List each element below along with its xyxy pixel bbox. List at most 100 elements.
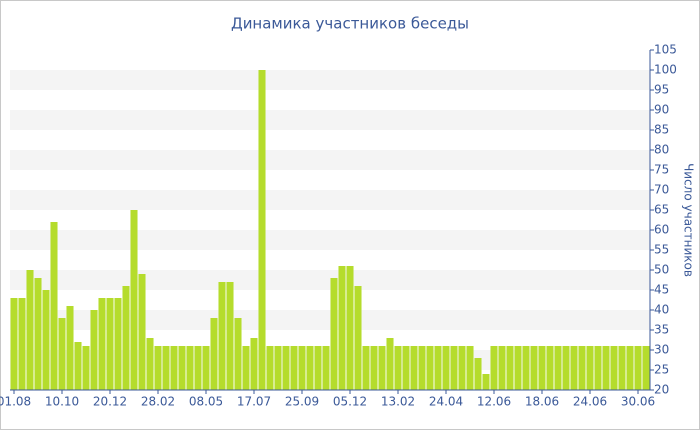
bar bbox=[274, 346, 282, 390]
bar bbox=[442, 346, 450, 390]
grid-band bbox=[10, 70, 650, 90]
grid-band bbox=[10, 150, 650, 170]
bar bbox=[250, 338, 258, 390]
x-tick-label: 08.05 bbox=[189, 395, 223, 409]
bar bbox=[306, 346, 314, 390]
bar bbox=[242, 346, 250, 390]
bar bbox=[362, 346, 370, 390]
x-tick-label: 01.08 bbox=[0, 395, 31, 409]
bar bbox=[210, 318, 218, 390]
bar bbox=[458, 346, 466, 390]
x-tick-label: 28.02 bbox=[141, 395, 175, 409]
y-tick-label: 65 bbox=[654, 203, 669, 217]
bar bbox=[290, 346, 298, 390]
y-tick-label: 100 bbox=[654, 63, 677, 77]
bar bbox=[122, 286, 130, 390]
x-tick-label: 20.12 bbox=[93, 395, 127, 409]
grid-band bbox=[10, 230, 650, 250]
grid-band bbox=[10, 350, 650, 370]
y-tick-label: 30 bbox=[654, 343, 669, 357]
bar bbox=[66, 306, 74, 390]
bar bbox=[314, 346, 322, 390]
bar bbox=[482, 374, 490, 390]
x-tick-label: 12.06 bbox=[477, 395, 511, 409]
bar bbox=[562, 346, 570, 390]
bar bbox=[26, 270, 34, 390]
y-tick-label: 35 bbox=[654, 323, 669, 337]
x-tick-label: 05.12 bbox=[333, 395, 367, 409]
bar bbox=[346, 266, 354, 390]
bar bbox=[18, 298, 26, 390]
bar bbox=[394, 346, 402, 390]
bar bbox=[90, 310, 98, 390]
x-tick-label: 10.10 bbox=[45, 395, 79, 409]
bar bbox=[266, 346, 274, 390]
bar bbox=[10, 298, 18, 390]
grid-band bbox=[10, 190, 650, 210]
y-tick-label: 60 bbox=[654, 223, 669, 237]
bar bbox=[178, 346, 186, 390]
bar bbox=[322, 346, 330, 390]
bar bbox=[602, 346, 610, 390]
bar bbox=[378, 346, 386, 390]
bar bbox=[226, 282, 234, 390]
x-tick-label: 13.02 bbox=[381, 395, 415, 409]
bar bbox=[634, 346, 642, 390]
x-tick-label: 25.09 bbox=[285, 395, 319, 409]
bar bbox=[546, 346, 554, 390]
y-tick-label: 25 bbox=[654, 363, 669, 377]
y-tick-label: 20 bbox=[654, 383, 669, 397]
bar bbox=[522, 346, 530, 390]
bar bbox=[282, 346, 290, 390]
y-tick-label: 70 bbox=[654, 183, 669, 197]
y-tick-label: 75 bbox=[654, 163, 669, 177]
bar bbox=[626, 346, 634, 390]
bar bbox=[258, 70, 266, 390]
y-tick-label: 80 bbox=[654, 143, 669, 157]
bar bbox=[354, 286, 362, 390]
y-tick-label: 105 bbox=[654, 43, 677, 57]
x-tick-label: 24.04 bbox=[429, 395, 463, 409]
bar bbox=[138, 274, 146, 390]
bar bbox=[50, 222, 58, 390]
bar bbox=[58, 318, 66, 390]
grid-band bbox=[10, 110, 650, 130]
bar bbox=[154, 346, 162, 390]
bar bbox=[610, 346, 618, 390]
y-axis-label: Число участников bbox=[682, 163, 696, 277]
bar bbox=[530, 346, 538, 390]
bar bbox=[450, 346, 458, 390]
y-tick-label: 95 bbox=[654, 83, 669, 97]
grid-band bbox=[10, 310, 650, 330]
bar bbox=[330, 278, 338, 390]
bar bbox=[186, 346, 194, 390]
bar bbox=[594, 346, 602, 390]
bar bbox=[42, 290, 50, 390]
bar bbox=[498, 346, 506, 390]
bar bbox=[34, 278, 42, 390]
y-tick-label: 90 bbox=[654, 103, 669, 117]
bar bbox=[386, 338, 394, 390]
bar bbox=[146, 338, 154, 390]
chart-title: Динамика участников беседы bbox=[231, 15, 469, 33]
bar bbox=[338, 266, 346, 390]
bar bbox=[642, 346, 650, 390]
bar bbox=[370, 346, 378, 390]
bar bbox=[170, 346, 178, 390]
bar bbox=[402, 346, 410, 390]
bar bbox=[418, 346, 426, 390]
grid-band bbox=[10, 270, 650, 290]
bar bbox=[570, 346, 578, 390]
y-tick-label: 40 bbox=[654, 303, 669, 317]
y-tick-label: 45 bbox=[654, 283, 669, 297]
bar bbox=[514, 346, 522, 390]
bar bbox=[538, 346, 546, 390]
y-tick-label: 85 bbox=[654, 123, 669, 137]
bar bbox=[410, 346, 418, 390]
bar bbox=[130, 210, 138, 390]
bar bbox=[506, 346, 514, 390]
bar bbox=[298, 346, 306, 390]
bar bbox=[82, 346, 90, 390]
bar bbox=[490, 346, 498, 390]
